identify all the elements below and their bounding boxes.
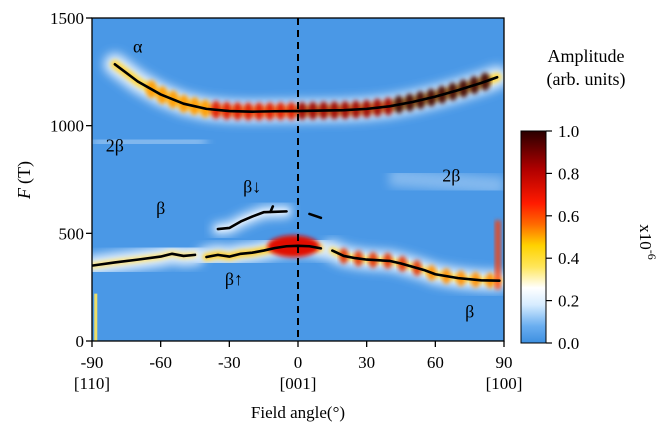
band-label: 2β (442, 166, 460, 186)
colorbar-tick-label: 1.0 (558, 122, 579, 141)
curve-beta-up (205, 244, 323, 259)
band-label: 2β (106, 136, 124, 156)
y-axis-label-symbol: F (14, 187, 34, 200)
y-axis-ticks: 0 500 1000 1500 (50, 9, 92, 351)
curve-alpha (113, 62, 499, 113)
faint-band-2beta (92, 131, 207, 152)
x-tick-label: 90 (496, 353, 513, 372)
y-tick-label: 1500 (50, 9, 84, 28)
colorbar-title-line1: Amplitude (548, 46, 625, 66)
curve-beta-low-right (331, 249, 501, 283)
x-axis-ticks: -90 -60 -30 0 30 60 90 [110] [001] [100] (74, 341, 523, 393)
curve-beta-low-left (92, 252, 197, 267)
x-tick-label: 30 (358, 353, 375, 372)
colorbar-multiplier-exp: -6 (645, 250, 659, 260)
edge-feature (494, 220, 501, 290)
x-tick-label: 60 (427, 353, 444, 372)
colorbar-multiplier-base: x10 (636, 224, 655, 250)
x-tick-label: -30 (218, 353, 241, 372)
x-direction-label: [100] (486, 374, 523, 393)
x-tick-label: 0 (294, 353, 303, 372)
y-tick-label: 1000 (50, 117, 84, 136)
x-axis-label: Field angle(°) (251, 403, 345, 422)
edge-feature (94, 293, 98, 341)
x-direction-label: [110] (74, 374, 110, 393)
colorbar-tick-label: 0.2 (558, 292, 579, 311)
y-axis-label: F (T) (14, 161, 35, 200)
colorbar-multiplier: x10-6 (636, 224, 659, 260)
curve-beta-down-tick (269, 205, 275, 214)
curve-beta-down-dash (308, 212, 323, 220)
band-label: α (133, 36, 143, 56)
band-label: β (156, 198, 165, 218)
x-tick-label: -90 (81, 353, 104, 372)
band-annotations: α 2β β β↓ β↑ 2β β (106, 36, 474, 321)
colorbar-title-line2: (arb. units) (547, 69, 626, 90)
y-tick-label: 500 (59, 224, 85, 243)
traced-curves (92, 62, 501, 283)
faint-band-2beta (388, 168, 504, 195)
y-axis-label-unit: (T) (14, 161, 35, 184)
band-label: β↑ (225, 269, 243, 289)
colorbar-ticks: 0.0 0.2 0.4 0.6 0.8 1.0 (546, 122, 580, 353)
band-label: β (465, 301, 474, 321)
colorbar-tick-label: 0.6 (558, 207, 579, 226)
band-label: β↓ (243, 176, 261, 196)
colorbar-tick-label: 0.4 (558, 249, 580, 268)
x-tick-label: -60 (149, 353, 172, 372)
x-direction-label: [001] (280, 374, 317, 393)
y-tick-label: 0 (76, 332, 85, 351)
colorbar-tick-label: 0.8 (558, 164, 579, 183)
curve-beta-down (216, 210, 288, 231)
colorbar (520, 130, 547, 344)
colorbar-tick-label: 0.0 (558, 334, 579, 353)
